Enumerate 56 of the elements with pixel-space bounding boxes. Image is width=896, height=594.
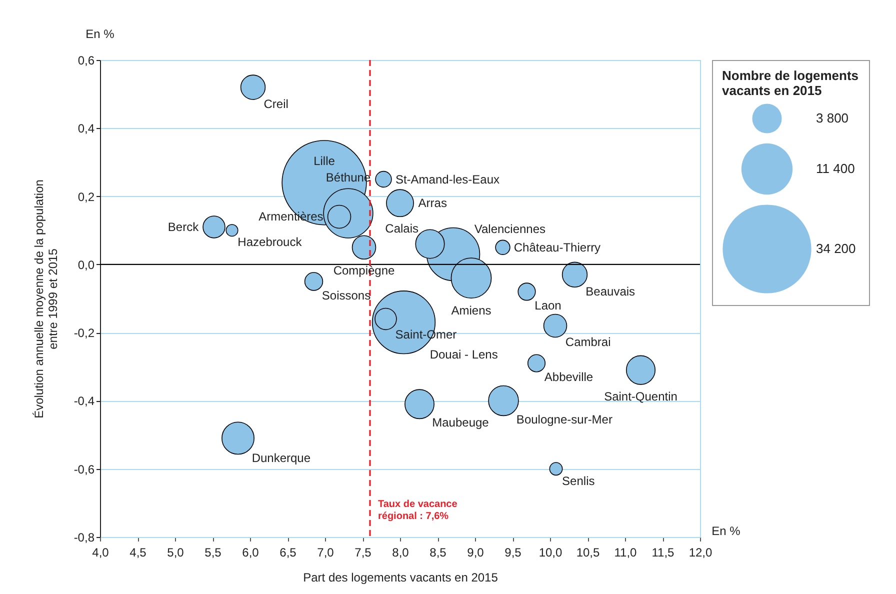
y-tick-label: -0,4 xyxy=(74,394,95,408)
legend-title: Nombre de logements vacants en 2015 xyxy=(722,68,859,98)
annotation: Amiens xyxy=(451,304,492,318)
y-tick-label: 0,6 xyxy=(78,54,95,68)
annotation: Valenciennes xyxy=(474,222,546,236)
annotation: St-Amand-les-Eaux xyxy=(395,172,500,186)
annotation: Dunkerque xyxy=(252,451,311,466)
y-tick-label: -0,6 xyxy=(74,462,95,476)
x-tick-label: 4,0 xyxy=(92,546,110,560)
ref-line-label: Taux de vacance régional : 7,6% xyxy=(378,499,458,522)
annotation: Berck xyxy=(168,220,200,234)
y-tick-label: 0,4 xyxy=(78,122,95,136)
x-tick-label: 10,5 xyxy=(576,546,600,560)
annotation: Senlis xyxy=(562,474,595,488)
y-tick-label: 0,0 xyxy=(78,258,95,272)
annotation: Compiègne xyxy=(333,264,396,278)
x-tick-label: 8,5 xyxy=(430,546,447,560)
x-tick-label: 4,5 xyxy=(130,546,147,560)
legend-label: 11 400 xyxy=(816,161,855,176)
text: En % xyxy=(86,27,115,41)
x-tick-label: 12,0 xyxy=(688,546,712,560)
annotation: Hazebrouck xyxy=(238,235,303,250)
annotation: Laon xyxy=(534,298,562,313)
x-tick-label: 5,5 xyxy=(204,546,222,560)
y-axis-title: Évolution annuelle moyenne de la population entre 1999 et 2015 xyxy=(32,180,60,418)
annotation: Maubeuge xyxy=(432,416,490,430)
annotation: Creil xyxy=(264,97,288,112)
x-tick-label: 8,0 xyxy=(392,546,410,560)
x-tick-label: 6,0 xyxy=(242,546,260,560)
x-tick-label: 11,0 xyxy=(614,546,638,560)
annotation: Arras xyxy=(418,196,447,210)
annotation: Château-Thierry xyxy=(514,240,601,254)
annotation: Boulogne-sur-Mer xyxy=(516,412,612,427)
x-tick-label: 10,0 xyxy=(538,546,562,560)
y-tick-label: 0,2 xyxy=(78,190,95,204)
x-tick-label: 7,5 xyxy=(354,546,372,560)
annotation: Saint-Quentin xyxy=(604,389,678,404)
x-tick-label: 7,0 xyxy=(317,546,334,560)
x-tick-label: 9,5 xyxy=(504,546,522,560)
x-tick-label: 6,5 xyxy=(280,546,297,560)
annotation: Soissons xyxy=(322,288,371,303)
x-tick-label: 11,5 xyxy=(652,546,675,560)
x-tick-label: 9,0 xyxy=(467,546,484,560)
annotation: Abbeville xyxy=(544,370,594,384)
annotation: Cambrai xyxy=(565,334,611,349)
annotation: Douai - Lens xyxy=(430,347,498,362)
y-tick-label: -0,8 xyxy=(74,530,95,544)
annotation: Lille xyxy=(314,154,336,168)
x-axis-title: Part des logements vacants en 2015 xyxy=(303,570,498,584)
legend-label: 34 200 xyxy=(816,241,856,256)
y-tick-label: -0,2 xyxy=(74,326,95,340)
x-tick-label: 5,0 xyxy=(167,546,184,560)
annotation: Calais xyxy=(385,222,419,236)
annotation: Beauvais xyxy=(586,284,636,299)
text: En % xyxy=(712,524,741,538)
legend-label: 3 800 xyxy=(816,110,849,126)
